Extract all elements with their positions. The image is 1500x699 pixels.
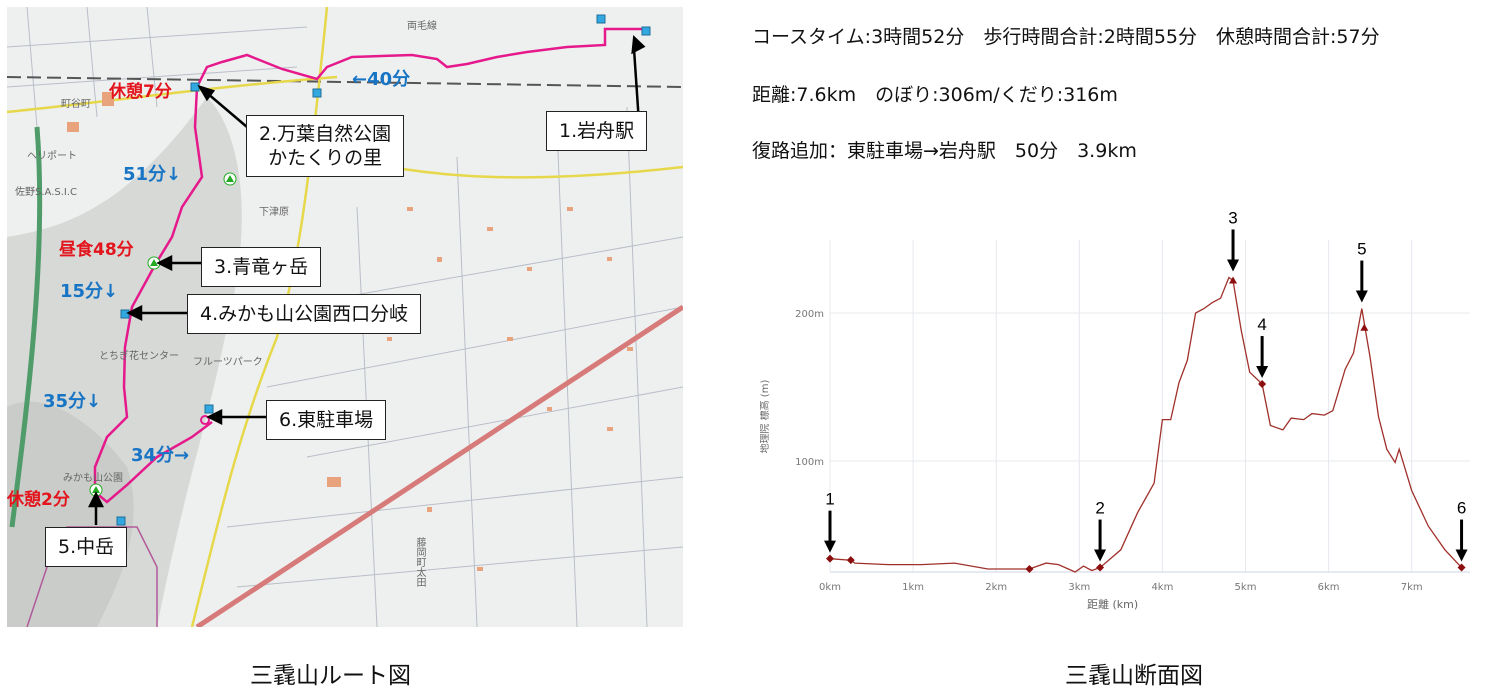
y-axis-label: 地理院 標高 (m) — [760, 380, 771, 454]
triangle-marker — [1360, 323, 1369, 331]
map-label: 下津原 — [259, 207, 289, 218]
x-axis-label: 距離 (km) — [1087, 597, 1138, 611]
segment-time: 34分→ — [131, 445, 190, 466]
diamond-marker — [846, 556, 855, 565]
rest-time: 休憩7分 — [109, 82, 172, 102]
point-label-2-line1: 2.万葉自然公園 — [259, 123, 392, 145]
map-label: みかも山公園 — [63, 473, 123, 484]
map-caption: 三毳山ルート図 — [250, 663, 411, 689]
diamond-marker — [1025, 565, 1034, 574]
segment-time: 51分↓ — [123, 164, 182, 185]
arrow-head — [1094, 549, 1107, 562]
point-number-label: 6 — [1457, 499, 1466, 518]
point-label-2-line2: かたくりの里 — [268, 147, 383, 169]
segment-time: 35分↓ — [43, 391, 102, 412]
diamond-marker — [1258, 380, 1267, 389]
segment-time: 15分↓ — [60, 281, 119, 302]
map-label: 両毛線 — [407, 21, 437, 32]
point-annotation-3: 3 — [1227, 208, 1240, 272]
point-number-label: 3 — [1228, 208, 1237, 227]
y-tick-label: 100m — [795, 457, 824, 468]
map-graphic — [7, 7, 683, 627]
point-label-2: 2.万葉自然公園 かたくりの里 — [246, 115, 405, 177]
return-route-info: 復路追加：東駐車場→岩舟駅 50分 3.9km — [752, 140, 1137, 162]
point-label-1: 1.岩舟駅 — [546, 111, 648, 151]
rest-time: 休憩2分 — [7, 490, 70, 510]
point-number-label: 5 — [1357, 240, 1366, 259]
x-tick-label: 6km — [1318, 582, 1340, 593]
map-label: ヘリポート — [27, 151, 77, 162]
arrow-head — [1455, 549, 1468, 562]
diamond-marker — [1096, 563, 1105, 572]
arrow-head — [824, 540, 836, 553]
distance-info: 距離:7.6km のぼり:306m/くだり:316m — [752, 84, 1118, 106]
route-map: 両毛線 町谷町 ヘリポート 佐野S.A.S.I.C 下津原 とちぎ花センター フ… — [7, 7, 683, 627]
point-number-label: 2 — [1095, 499, 1104, 518]
triangle-marker — [1229, 276, 1238, 284]
rest-time: 昼食48分 — [59, 240, 134, 260]
x-tick-label: 4km — [1151, 582, 1173, 593]
point-label-5: 5.中岳 — [45, 527, 128, 567]
course-time-info: コースタイム:3時間52分 歩行時間合計:2時間55分 休憩時間合計:57分 — [752, 26, 1380, 48]
map-label: 町谷町 — [61, 99, 91, 110]
point-label-6: 6.東駐車場 — [266, 400, 387, 440]
arrow-head — [1355, 290, 1368, 303]
point-number-label: 1 — [825, 490, 834, 509]
point-annotation-1: 1 — [824, 490, 836, 553]
diamond-marker — [826, 554, 834, 563]
x-tick-label: 3km — [1068, 582, 1090, 593]
point-annotation-4: 4 — [1256, 315, 1269, 379]
diamond-marker — [1457, 563, 1466, 572]
elevation-profile-chart: 0km 1km 2km 3km 4km 5km 6km 7km 100m 200m 距離 (km) 地… — [760, 208, 1470, 611]
x-tick-label: 7km — [1401, 582, 1423, 593]
arrow-head — [1227, 259, 1240, 272]
point-number-label: 4 — [1257, 315, 1266, 334]
x-tick-label: 0km — [819, 582, 841, 593]
point-label-4: 4.みかも山公園西口分岐 — [187, 294, 422, 334]
x-tick-label: 2km — [985, 582, 1007, 593]
chart-caption: 三毳山断面図 — [1065, 663, 1203, 689]
elevation-line — [829, 276, 1463, 573]
y-tick-label: 200m — [795, 309, 824, 320]
point-label-3: 3.青竜ヶ岳 — [201, 247, 322, 287]
map-label: とちぎ花センター — [99, 351, 179, 362]
x-tick-label: 5km — [1235, 582, 1257, 593]
map-label: 佐野S.A.S.I.C — [15, 187, 78, 198]
arrow-head — [1256, 366, 1269, 379]
point-annotation-5: 5 — [1355, 240, 1368, 303]
point-annotation-2: 2 — [1094, 499, 1107, 562]
x-tick-label: 1km — [902, 582, 924, 593]
map-label: フルーツパーク — [193, 357, 263, 368]
segment-time: ←40分 — [352, 69, 411, 90]
point-annotation-6: 6 — [1455, 499, 1468, 562]
map-label: 藤岡町太田 — [414, 537, 425, 587]
